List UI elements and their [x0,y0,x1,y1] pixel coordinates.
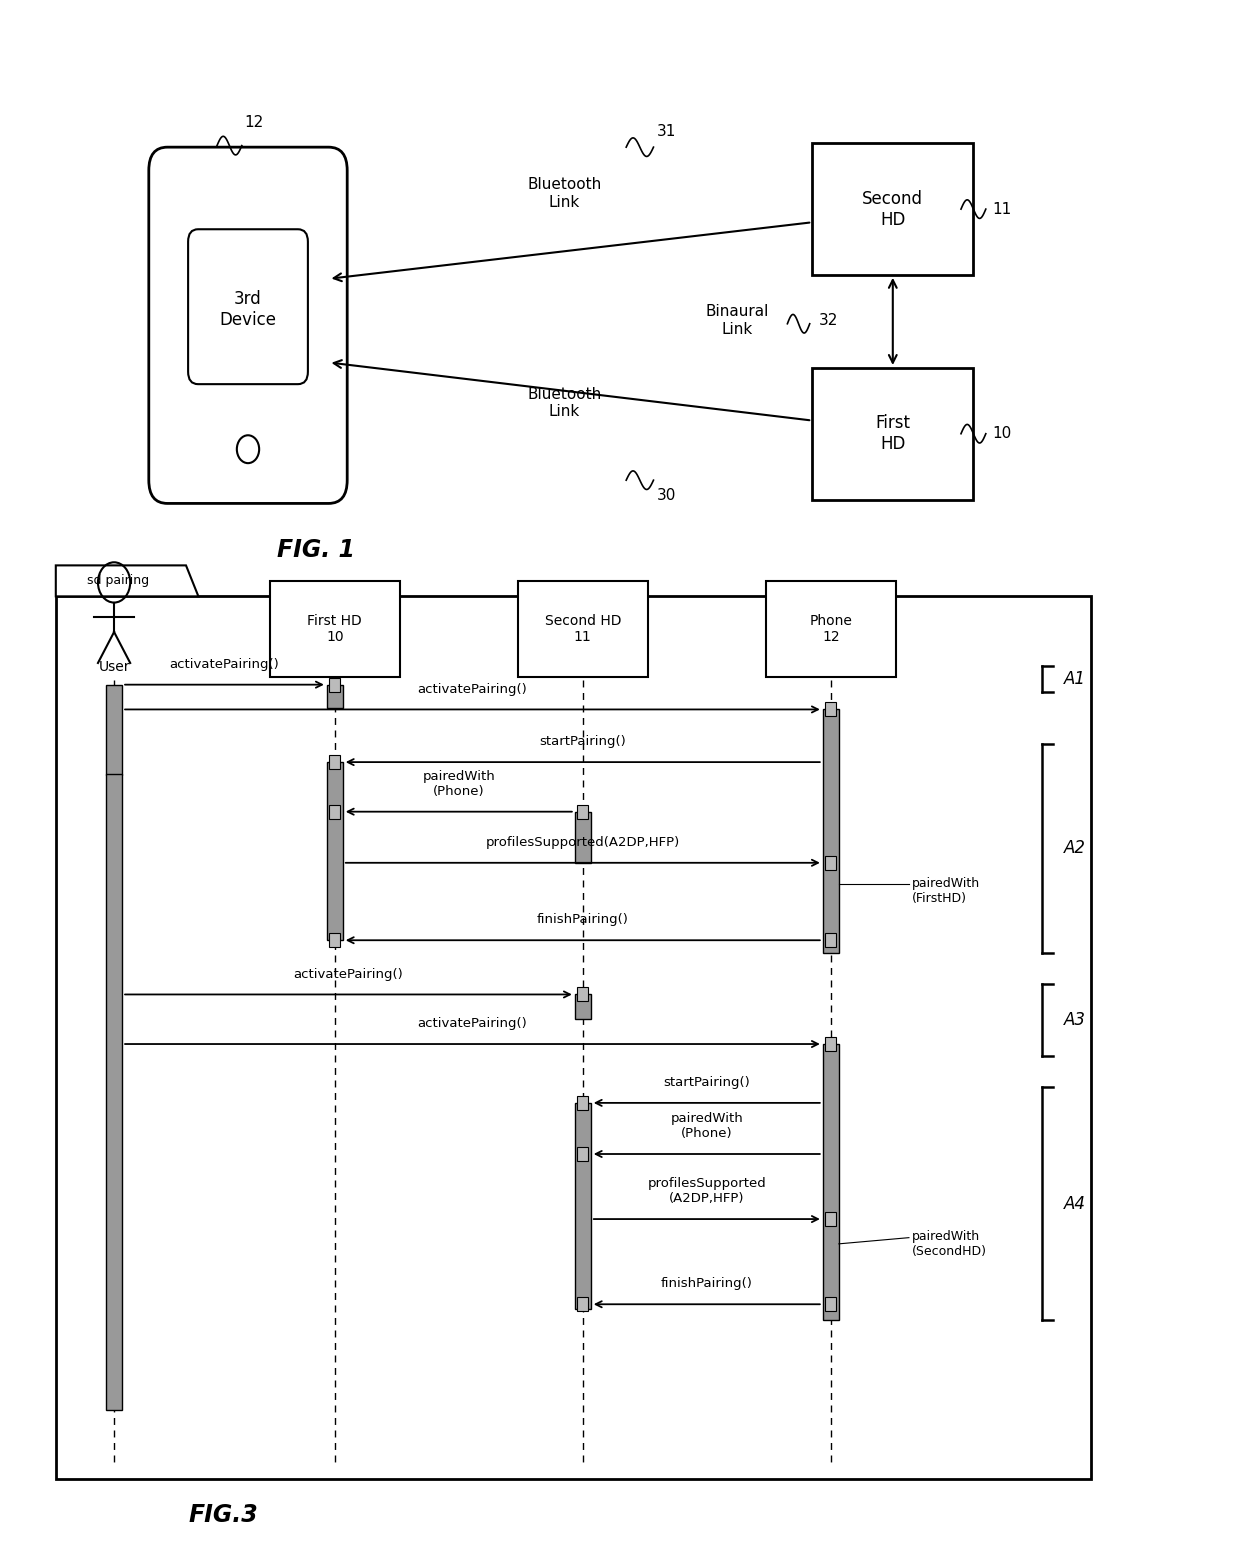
Text: Second
HD: Second HD [862,189,924,229]
Bar [766,581,895,677]
Text: 31: 31 [657,124,677,139]
Text: Phone
12: Phone 12 [810,613,852,644]
Bar [575,812,591,863]
Bar [575,994,591,1019]
Text: pairedWith
(Phone): pairedWith (Phone) [671,1112,743,1140]
Text: 32: 32 [818,313,838,328]
Bar [577,988,588,1002]
Text: A3: A3 [1064,1011,1086,1029]
Text: First
HD: First HD [875,414,910,454]
Text: 30: 30 [657,488,677,503]
Text: finishPairing(): finishPairing() [661,1278,753,1290]
FancyBboxPatch shape [149,147,347,503]
Text: startPairing(): startPairing() [539,736,626,748]
Text: First HD
10: First HD 10 [308,613,362,644]
Text: finishPairing(): finishPairing() [537,914,629,926]
Bar [823,1044,839,1320]
Bar [270,581,399,677]
Bar [330,805,340,819]
Bar [823,709,839,953]
Bar [577,805,588,819]
Bar [826,855,837,871]
Bar [577,1097,588,1109]
Text: 12: 12 [244,115,264,130]
Bar [577,1298,588,1310]
Bar [330,932,340,946]
Text: FIG. 1: FIG. 1 [278,538,355,562]
Text: 10: 10 [992,426,1012,441]
Text: A2: A2 [1064,840,1086,857]
Bar [812,369,973,499]
Bar [812,144,973,276]
Bar [826,1038,837,1050]
Text: pairedWith
(Phone): pairedWith (Phone) [423,770,495,798]
Text: activatePairing(): activatePairing() [294,968,403,981]
Bar [517,581,647,677]
Bar [826,1298,837,1310]
Text: sd pairing: sd pairing [87,575,149,587]
Bar [826,1211,837,1227]
FancyBboxPatch shape [188,229,308,384]
Text: pairedWith
(FirstHD): pairedWith (FirstHD) [911,877,980,905]
Text: 3rd
Device: 3rd Device [219,290,277,330]
Text: activatePairing(): activatePairing() [170,658,279,671]
Text: Binaural
Link: Binaural Link [706,305,769,336]
Bar [327,685,342,708]
Text: startPairing(): startPairing() [663,1077,750,1089]
Bar [575,1103,591,1309]
Text: Second HD
11: Second HD 11 [544,613,621,644]
Text: Bluetooth
Link: Bluetooth Link [527,178,601,209]
Text: activatePairing(): activatePairing() [418,683,527,696]
Text: A4: A4 [1064,1194,1086,1213]
Text: pairedWith
(SecondHD): pairedWith (SecondHD) [911,1230,986,1258]
Text: User: User [98,660,130,674]
Text: profilesSupported(A2DP,HFP): profilesSupported(A2DP,HFP) [486,836,680,849]
Text: Bluetooth
Link: Bluetooth Link [527,387,601,418]
Text: 11: 11 [992,201,1012,217]
Polygon shape [56,565,198,596]
Bar [826,932,837,946]
Text: activatePairing(): activatePairing() [418,1018,527,1030]
Bar [327,762,342,940]
Text: FIG.3: FIG.3 [188,1503,258,1527]
Text: profilesSupported
(A2DP,HFP): profilesSupported (A2DP,HFP) [647,1177,766,1205]
Bar [105,774,122,1410]
Bar [330,677,340,691]
Bar [330,756,340,770]
Text: A1: A1 [1064,671,1086,688]
Bar [577,1146,588,1162]
Bar [826,702,837,716]
Bar [105,685,122,774]
Bar [56,596,1091,1479]
